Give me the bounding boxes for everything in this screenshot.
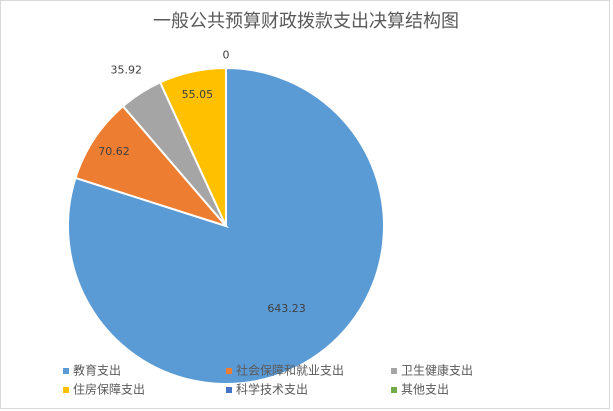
chart-title: 一般公共预算财政拨款支出决算结构图 — [153, 11, 459, 32]
data-label: 643.23 — [267, 302, 306, 315]
data-label: 70.62 — [98, 145, 130, 158]
legend-label: 卫生健康支出 — [401, 363, 473, 378]
legend-marker — [63, 387, 69, 393]
data-label: 0 — [223, 48, 230, 61]
data-label: 55.05 — [182, 88, 214, 101]
legend-marker — [391, 368, 397, 374]
legend-label: 住房保障支出 — [73, 382, 145, 397]
legend-label: 教育支出 — [73, 363, 121, 378]
legend-marker — [226, 368, 232, 374]
legend-marker — [391, 387, 397, 393]
legend-label: 社会保障和就业支出 — [236, 363, 344, 378]
pie-slice — [74, 104, 230, 229]
legend-marker — [226, 387, 232, 393]
legend-label: 其他支出 — [401, 383, 449, 397]
data-label: 35.92 — [110, 63, 142, 76]
legend-marker — [63, 368, 69, 374]
legend-label: 科学技术支出 — [236, 382, 308, 397]
